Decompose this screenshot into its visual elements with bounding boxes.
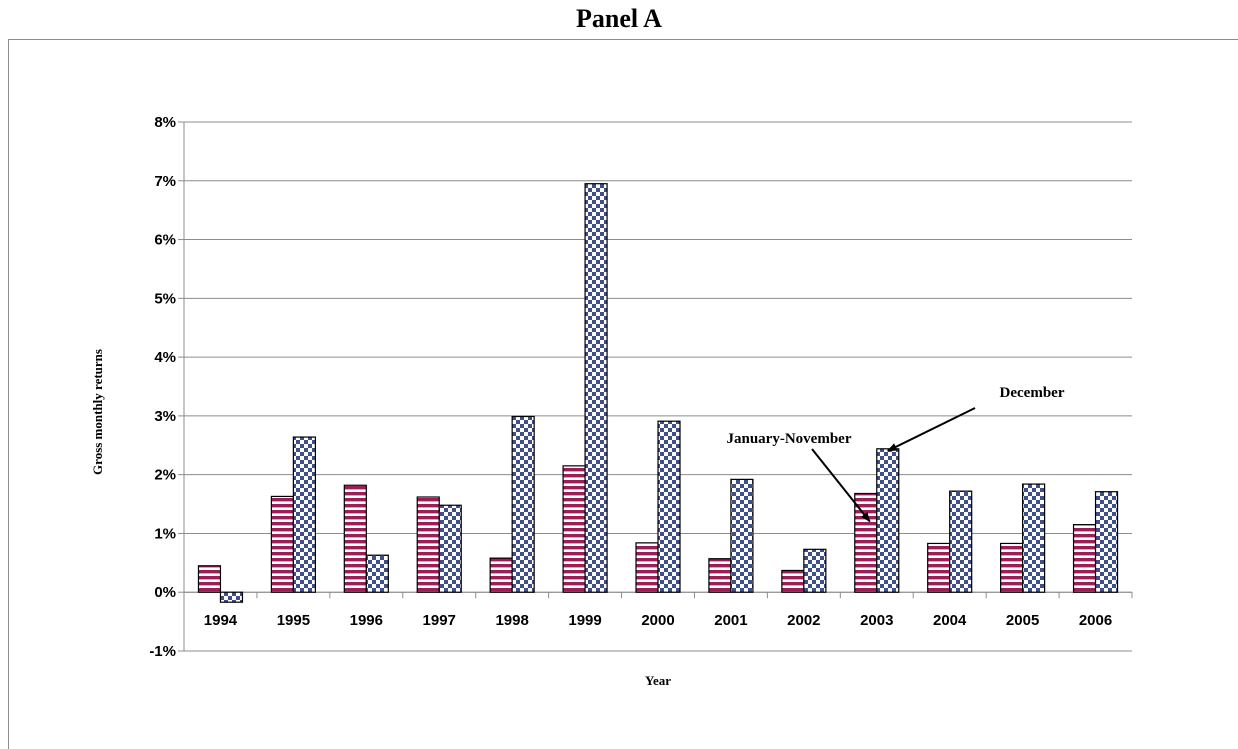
x-tick-label: 1994 xyxy=(204,612,238,629)
bar-jan-nov-2006 xyxy=(1072,524,1097,593)
annotations: January-November December xyxy=(727,385,1065,523)
y-tick-label: -1% xyxy=(149,643,176,660)
bar-jan-nov-1999 xyxy=(562,465,586,593)
bar-december-1998 xyxy=(511,415,535,593)
y-tick-label: 7% xyxy=(154,173,176,190)
bar-jan-nov-2002 xyxy=(781,569,805,593)
bar-jan-nov-2004 xyxy=(927,542,951,593)
bar-december-1994 xyxy=(219,591,244,603)
bar-december-1999 xyxy=(584,183,608,593)
x-tick-label: 1996 xyxy=(350,612,383,629)
y-tick-label: 5% xyxy=(154,290,176,307)
x-tick-label: 1998 xyxy=(495,612,528,629)
bar-jan-nov-1998 xyxy=(489,557,513,593)
y-tick-label: 1% xyxy=(154,525,176,542)
x-tick-label: 1999 xyxy=(568,612,601,629)
y-axis-title: Gross monthly returns xyxy=(90,349,105,475)
bar-december-1996 xyxy=(365,554,389,593)
bar-jan-nov-1996 xyxy=(343,484,367,593)
tick-labels: -1% 0% 1% 2% 3% 4% 5% 6% 7% 8% 1994 1995 1996 1997 199… xyxy=(149,114,1112,660)
annotation-jan-nov: January-November xyxy=(727,431,852,447)
bar-december-2002 xyxy=(803,548,827,593)
bar-december-1995 xyxy=(292,436,316,593)
y-tick-label: 6% xyxy=(154,232,176,249)
x-tick-label: 2004 xyxy=(933,612,967,629)
x-tick-label: 1997 xyxy=(423,612,456,629)
bar-jan-nov-1994 xyxy=(197,565,222,593)
y-tick-label: 8% xyxy=(154,114,176,131)
bar-jan-nov-2005 xyxy=(1000,542,1024,593)
bar-december-2001 xyxy=(730,478,754,593)
x-tick-label: 2003 xyxy=(860,612,893,629)
y-tick-label: 3% xyxy=(154,408,176,425)
bar-jan-nov-2000 xyxy=(635,542,659,593)
annotation-december: December xyxy=(1000,385,1065,401)
bar-jan-nov-1997 xyxy=(416,496,440,593)
bar-december-2006 xyxy=(1094,491,1119,593)
bar-december-2000 xyxy=(657,420,681,593)
y-tick-label: 4% xyxy=(154,349,176,366)
arrow-december xyxy=(886,407,976,452)
chart-frame xyxy=(8,39,1238,749)
x-axis-title: Year xyxy=(645,673,671,688)
x-tick-label: 2006 xyxy=(1079,612,1112,629)
x-tick-label: 1995 xyxy=(277,612,310,629)
panel-title: Panel A xyxy=(576,4,662,33)
bar-jan-nov-2001 xyxy=(708,558,732,593)
y-tick-label: 0% xyxy=(154,584,176,601)
bar-december-1997 xyxy=(438,504,462,593)
bar-jan-nov-1995 xyxy=(270,495,294,593)
bar-december-2005 xyxy=(1022,483,1046,593)
x-tick-label: 2005 xyxy=(1006,612,1039,629)
y-tick-label: 2% xyxy=(154,467,176,484)
x-tick-label: 2001 xyxy=(714,612,747,629)
bar-december-2003 xyxy=(876,448,900,593)
bar-december-2004 xyxy=(949,490,973,593)
bars xyxy=(197,183,1119,603)
x-tick-label: 2000 xyxy=(641,612,674,629)
arrow-jan-nov xyxy=(811,448,871,523)
x-tick-label: 2002 xyxy=(787,612,820,629)
